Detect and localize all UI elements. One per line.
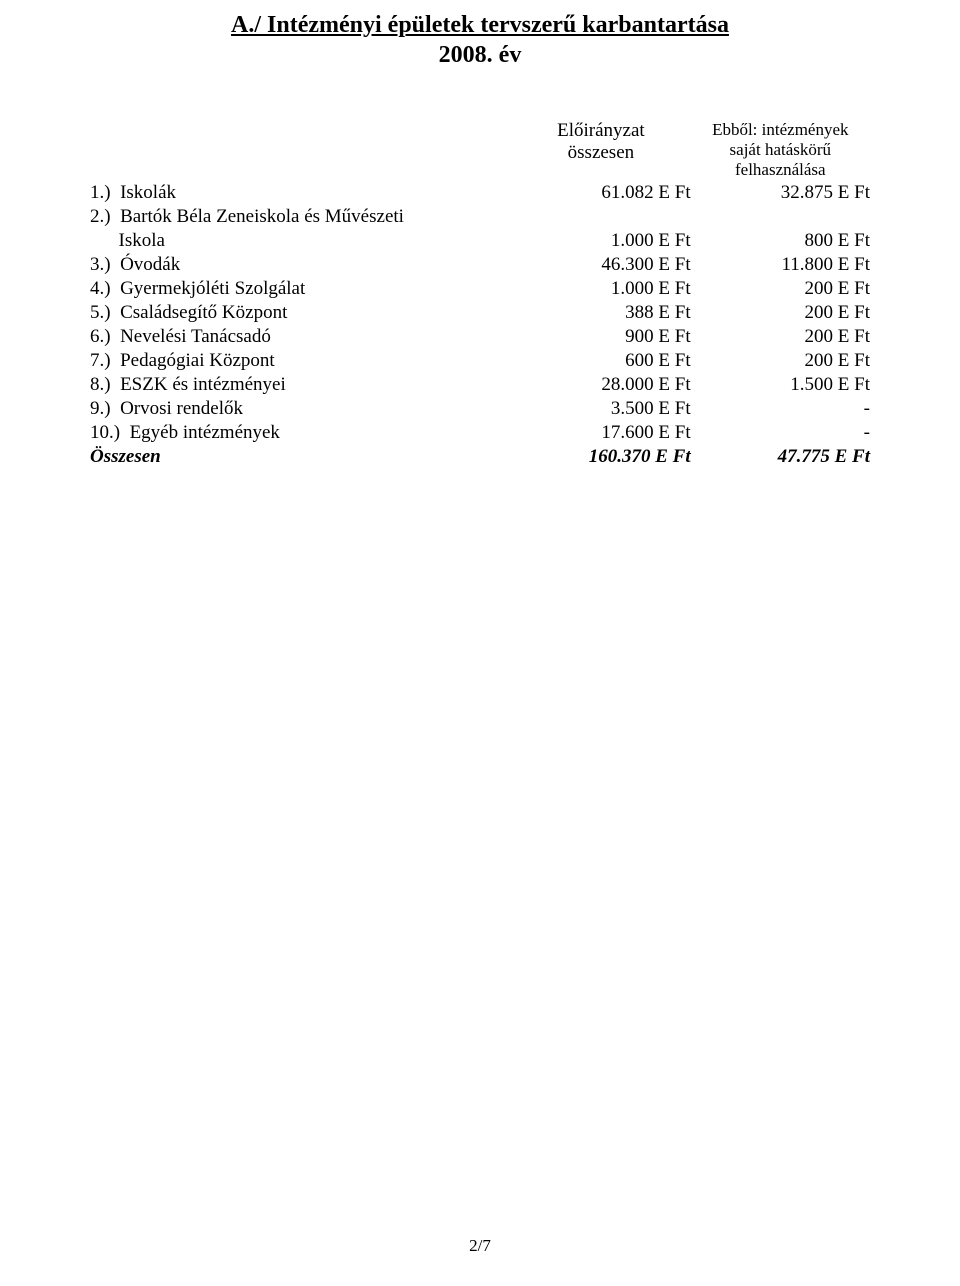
row-value-2: 200 E Ft [691,349,870,373]
page-subtitle: 2008. év [90,42,870,69]
col3-header-line2: saját hatáskörű [730,140,832,159]
row-label: 6.) Nevelési Tanácsadó [90,325,511,349]
row-label: 10.) Egyéb intézmények [90,421,511,445]
row-label: 8.) ESZK és intézményei [90,373,511,397]
col2-header-line2: összesen [568,142,634,163]
col3-header-line3: felhasználása [735,160,826,179]
row-value-2: 200 E Ft [691,301,870,325]
table-row: 5.) Családsegítő Központ388 E Ft200 E Ft [90,301,870,325]
table-row: 1.) Iskolák61.082 E Ft32.875 E Ft [90,181,870,205]
col3-header: Ebből: intézmények saját hatáskörű felha… [691,119,870,181]
summary-label: Összesen [90,445,511,469]
row-value-1: 388 E Ft [511,301,690,325]
row-value-1: 28.000 E Ft [511,373,690,397]
row-value-2: 200 E Ft [691,325,870,349]
row-value-1: 600 E Ft [511,349,690,373]
row-value-2: 800 E Ft [691,229,870,253]
table-header-row: Előirányzat összesen Ebből: intézmények … [90,119,870,181]
table-row: 7.) Pedagógiai Központ600 E Ft200 E Ft [90,349,870,373]
row-value-1: 17.600 E Ft [511,421,690,445]
row-value-2: - [691,421,870,445]
row-value-2: 11.800 E Ft [691,253,870,277]
col3-header-line1: Ebből: intézmények [712,120,848,139]
col2-header: Előirányzat összesen [511,119,690,181]
row-value-2: 1.500 E Ft [691,373,870,397]
table-row: 9.) Orvosi rendelők3.500 E Ft- [90,397,870,421]
row-value-1: 1.000 E Ft [511,277,690,301]
row-value-1: 1.000 E Ft [511,229,690,253]
row-label: 2.) Bartók Béla Zeneiskola és Művészeti [90,205,511,229]
table-row: 4.) Gyermekjóléti Szolgálat1.000 E Ft200… [90,277,870,301]
page-footer: 2/7 [0,1236,960,1256]
table-row: 3.) Óvodák46.300 E Ft11.800 E Ft [90,253,870,277]
row-label: Iskola [90,229,511,253]
row-value-1 [511,205,690,229]
table-row: 2.) Bartók Béla Zeneiskola és Művészeti [90,205,870,229]
row-value-2: 200 E Ft [691,277,870,301]
page-title: A./ Intézményi épületek tervszerű karban… [90,10,870,40]
row-label: 9.) Orvosi rendelők [90,397,511,421]
row-value-2: - [691,397,870,421]
row-label: 1.) Iskolák [90,181,511,205]
summary-v2: 47.775 E Ft [691,445,870,469]
summary-v1: 160.370 E Ft [511,445,690,469]
summary-row: Összesen 160.370 E Ft 47.775 E Ft [90,445,870,469]
budget-table: Előirányzat összesen Ebből: intézmények … [90,119,870,469]
row-value-2: 32.875 E Ft [691,181,870,205]
row-value-2 [691,205,870,229]
row-value-1: 46.300 E Ft [511,253,690,277]
row-label: 7.) Pedagógiai Központ [90,349,511,373]
row-value-1: 900 E Ft [511,325,690,349]
table-row: 10.) Egyéb intézmények17.600 E Ft- [90,421,870,445]
row-label: 5.) Családsegítő Központ [90,301,511,325]
row-value-1: 3.500 E Ft [511,397,690,421]
table-row: 8.) ESZK és intézményei28.000 E Ft1.500 … [90,373,870,397]
col2-header-line1: Előirányzat [557,120,645,141]
row-value-1: 61.082 E Ft [511,181,690,205]
row-label: 4.) Gyermekjóléti Szolgálat [90,277,511,301]
table-row: Iskola1.000 E Ft800 E Ft [90,229,870,253]
row-label: 3.) Óvodák [90,253,511,277]
table-row: 6.) Nevelési Tanácsadó900 E Ft200 E Ft [90,325,870,349]
